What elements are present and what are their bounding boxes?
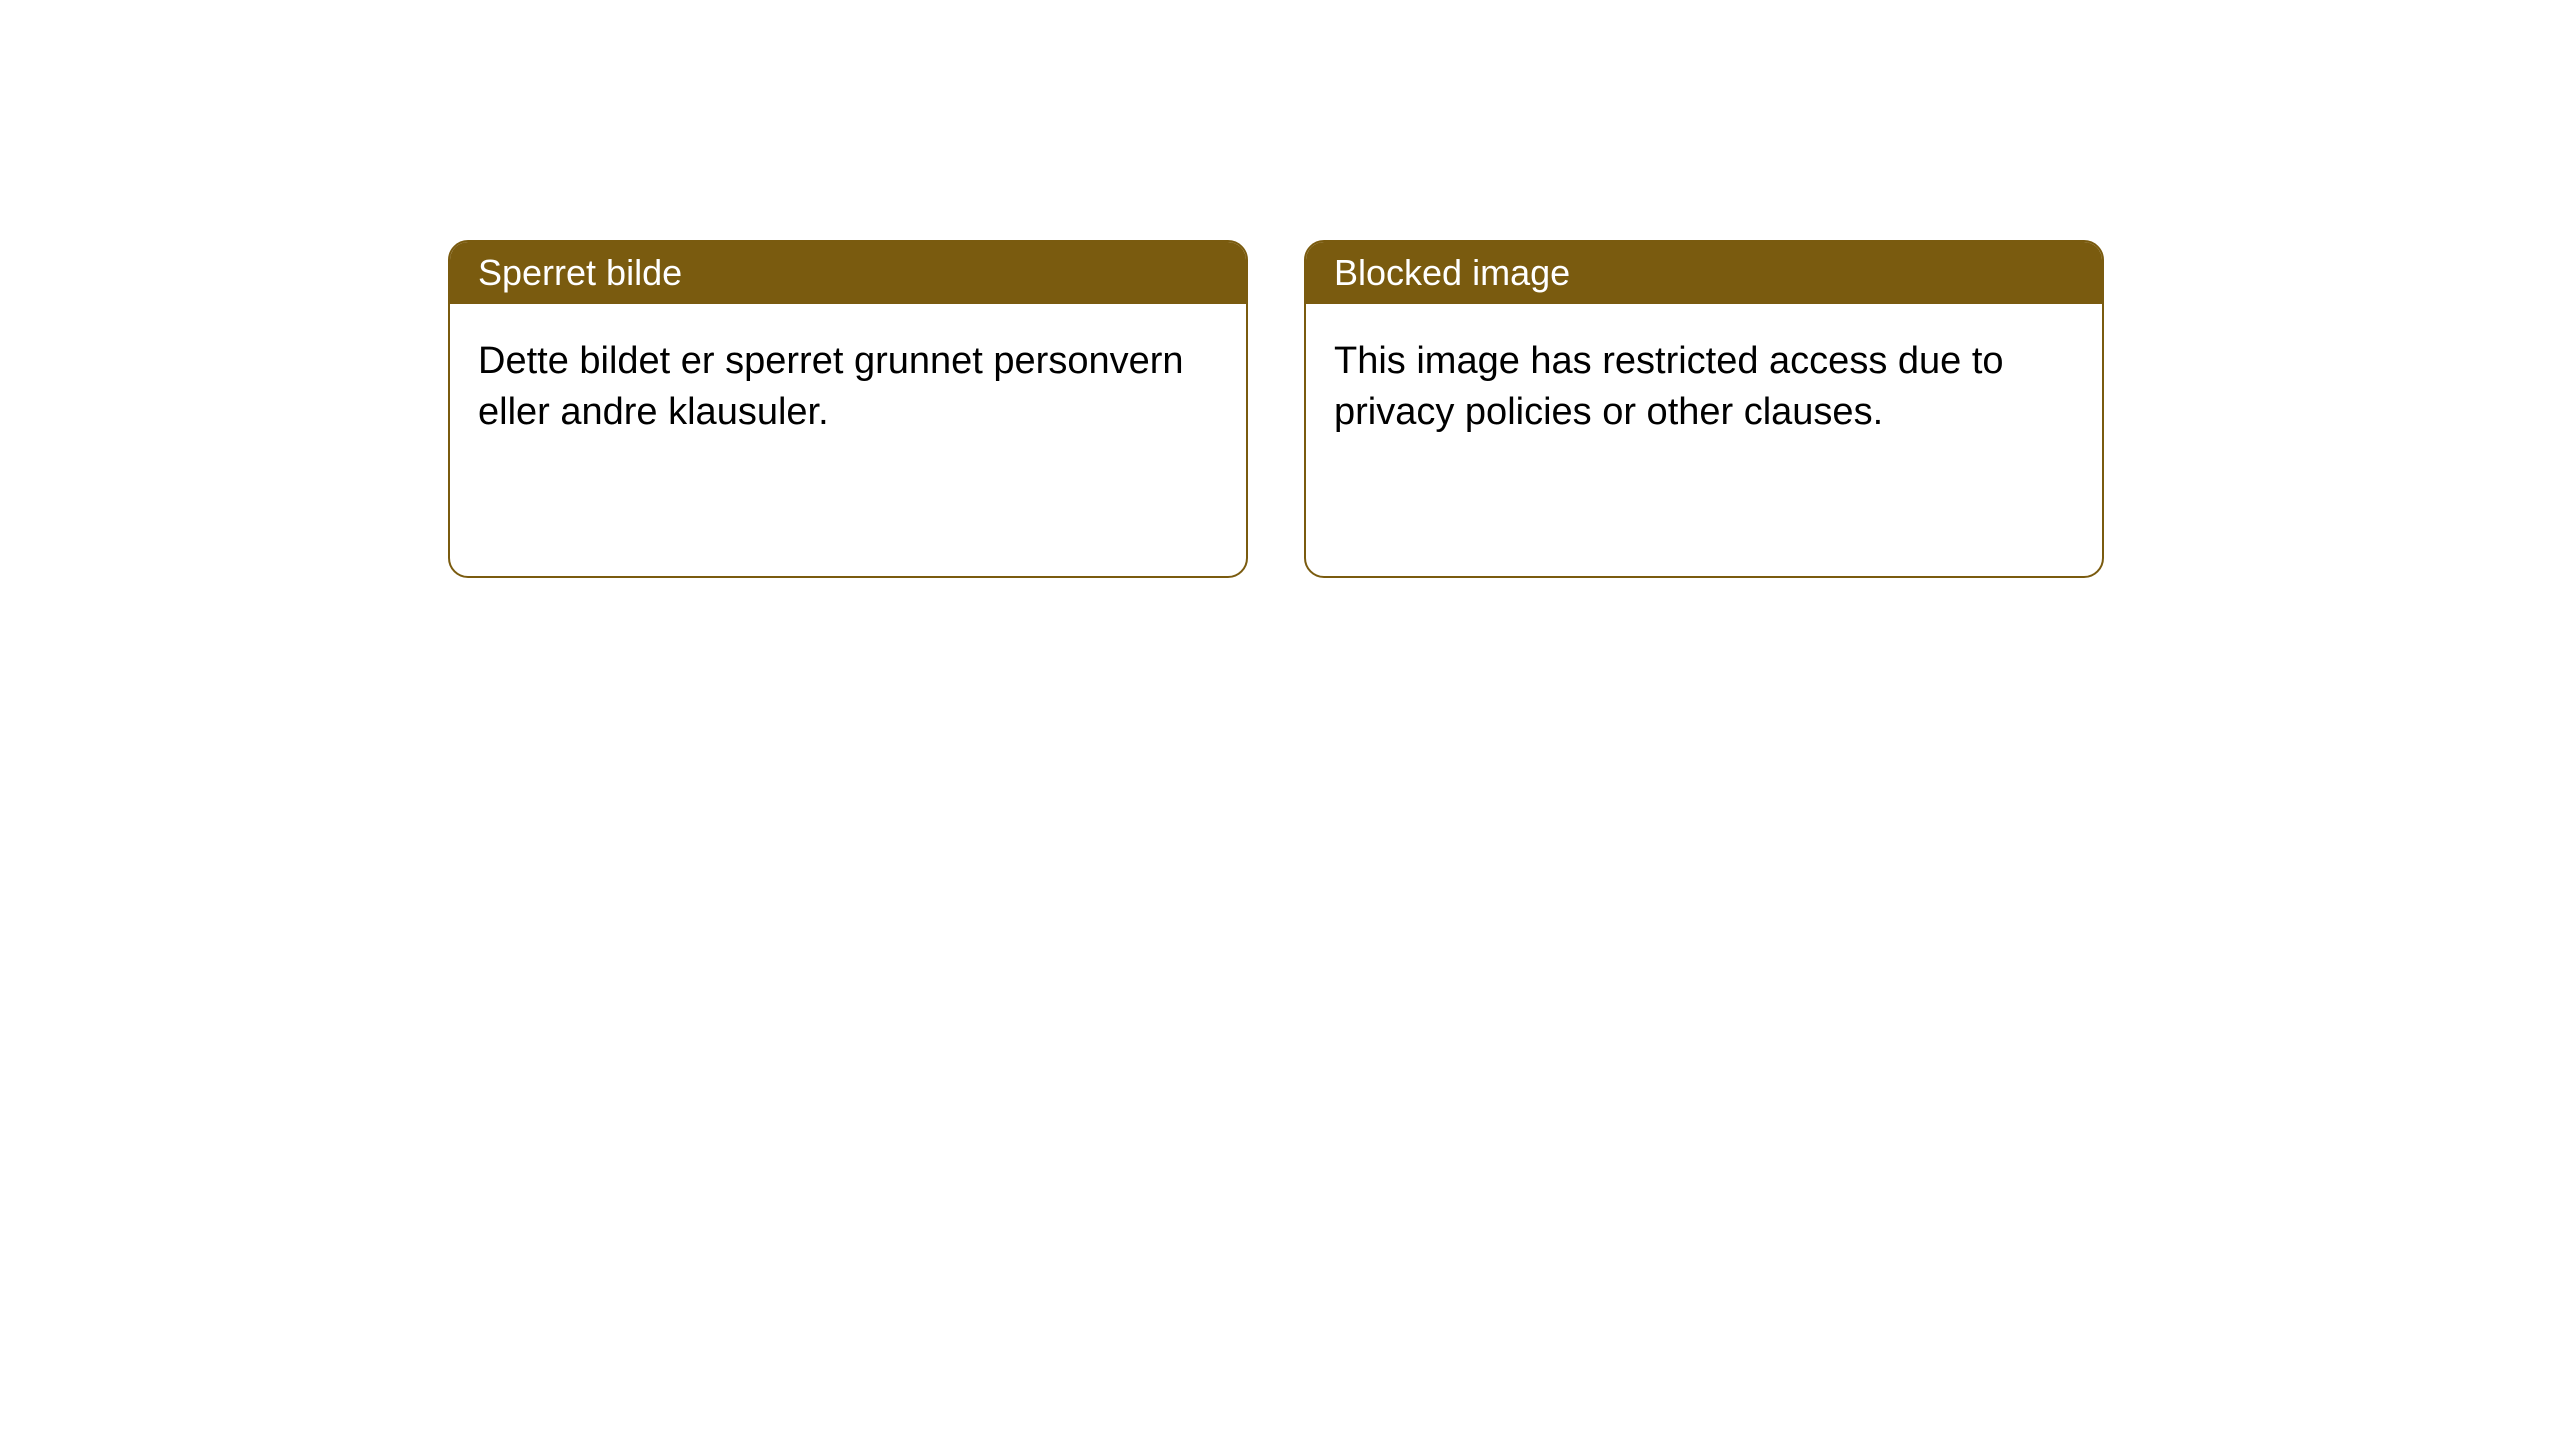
notice-header-en: Blocked image xyxy=(1306,242,2102,304)
notice-body-en: This image has restricted access due to … xyxy=(1306,304,2102,471)
notice-body-no: Dette bildet er sperret grunnet personve… xyxy=(450,304,1246,471)
notice-header-no: Sperret bilde xyxy=(450,242,1246,304)
notice-card-en: Blocked image This image has restricted … xyxy=(1304,240,2104,578)
notice-card-no: Sperret bilde Dette bildet er sperret gr… xyxy=(448,240,1248,578)
notice-container: Sperret bilde Dette bildet er sperret gr… xyxy=(0,240,2560,578)
